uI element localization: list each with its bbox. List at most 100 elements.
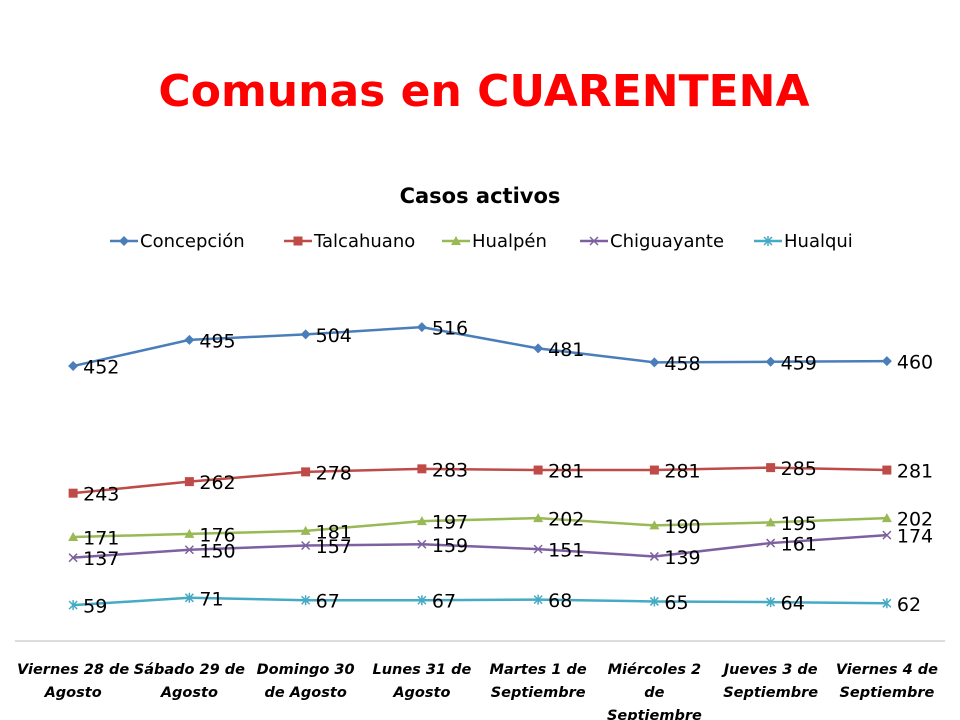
marker xyxy=(765,356,776,367)
data-label: 285 xyxy=(781,458,817,480)
data-label: 67 xyxy=(432,591,456,613)
data-label: 157 xyxy=(316,536,352,558)
data-label: 59 xyxy=(83,596,107,618)
marker xyxy=(533,343,544,354)
data-label: 481 xyxy=(548,339,584,361)
series-line xyxy=(73,516,887,539)
data-label: 281 xyxy=(664,461,700,483)
marker xyxy=(68,361,79,372)
marker xyxy=(766,463,776,473)
data-label: 281 xyxy=(897,461,933,483)
data-label: 243 xyxy=(83,484,119,506)
marker xyxy=(68,531,79,541)
marker xyxy=(882,465,892,475)
legend-marker xyxy=(589,236,599,246)
data-label: 195 xyxy=(781,513,817,535)
x-tick-label: Lunes 31 de Agosto xyxy=(372,662,472,701)
marker xyxy=(416,516,427,526)
marker xyxy=(416,322,427,333)
data-label: 65 xyxy=(664,592,688,614)
data-label: 161 xyxy=(781,534,817,556)
marker xyxy=(881,513,892,523)
legend-label: Hualqui xyxy=(784,231,853,252)
marker xyxy=(417,539,427,549)
marker xyxy=(766,597,776,608)
data-label: 137 xyxy=(83,548,119,570)
marker xyxy=(301,540,311,551)
marker xyxy=(882,598,892,609)
marker xyxy=(882,530,892,540)
legend-marker xyxy=(763,236,773,246)
marker xyxy=(881,356,892,367)
marker xyxy=(649,357,660,368)
x-tick-label: Miércoles 2 de Septiembre xyxy=(606,662,702,720)
marker xyxy=(533,594,543,605)
data-label: 139 xyxy=(664,547,700,569)
marker xyxy=(68,488,78,498)
legend-label: Chiguayante xyxy=(610,231,724,252)
data-label: 67 xyxy=(316,591,340,613)
data-label: 62 xyxy=(897,594,921,616)
data-label: 150 xyxy=(199,540,235,562)
marker xyxy=(184,592,194,603)
data-label: 262 xyxy=(199,472,235,494)
data-label: 64 xyxy=(781,593,805,615)
data-label: 458 xyxy=(664,353,700,375)
data-label: 190 xyxy=(664,516,700,538)
data-label: 460 xyxy=(897,352,933,374)
x-tick-label: Viernes 28 de Agosto xyxy=(17,662,130,701)
data-label: 202 xyxy=(897,509,933,531)
chart-title: Casos activos xyxy=(400,184,561,208)
marker xyxy=(184,477,194,487)
data-label: 159 xyxy=(432,535,468,557)
marker xyxy=(68,553,78,563)
data-label: 68 xyxy=(548,590,572,612)
marker xyxy=(68,600,78,611)
legend-marker xyxy=(293,236,303,246)
data-label: 516 xyxy=(432,318,468,340)
legend-label: Hualpén xyxy=(472,231,547,252)
slide-title: Comunas en CUARENTENA xyxy=(158,66,809,117)
legend-label: Talcahuano xyxy=(313,231,415,252)
data-label: 176 xyxy=(199,524,235,546)
data-label: 283 xyxy=(432,459,468,481)
data-label: 174 xyxy=(897,526,933,548)
marker xyxy=(184,334,195,345)
data-label: 197 xyxy=(432,512,468,534)
marker xyxy=(766,538,776,548)
marker xyxy=(533,465,543,475)
marker xyxy=(649,520,660,530)
data-label: 151 xyxy=(548,540,584,562)
marker xyxy=(649,551,659,561)
data-label: 181 xyxy=(316,521,352,543)
marker xyxy=(649,596,659,607)
series-line xyxy=(72,325,887,368)
x-tick-label: Domingo 30 de Agosto xyxy=(256,662,355,701)
marker xyxy=(649,465,659,475)
data-label: 459 xyxy=(781,352,817,374)
x-tick-label: Viernes 4 de Septiembre xyxy=(835,662,938,701)
data-label: 171 xyxy=(83,527,119,549)
x-tick-label: Martes 1 de Septiembre xyxy=(489,662,587,701)
marker xyxy=(301,595,311,606)
marker xyxy=(184,528,195,538)
marker xyxy=(184,545,194,555)
legend-marker xyxy=(451,236,461,245)
x-tick-label: Sábado 29 de Agosto xyxy=(133,662,245,701)
data-label: 281 xyxy=(548,461,584,483)
series-line xyxy=(73,596,887,607)
data-label: 504 xyxy=(316,325,352,347)
marker xyxy=(533,544,543,554)
data-label: 452 xyxy=(83,357,119,379)
marker xyxy=(765,517,776,527)
data-label: 202 xyxy=(548,509,584,531)
legend-marker xyxy=(119,236,129,246)
data-label: 495 xyxy=(199,330,235,352)
data-label: 71 xyxy=(199,588,223,610)
marker xyxy=(300,329,311,340)
series-line xyxy=(73,533,887,559)
data-label: 278 xyxy=(316,462,352,484)
series-line xyxy=(73,466,887,495)
